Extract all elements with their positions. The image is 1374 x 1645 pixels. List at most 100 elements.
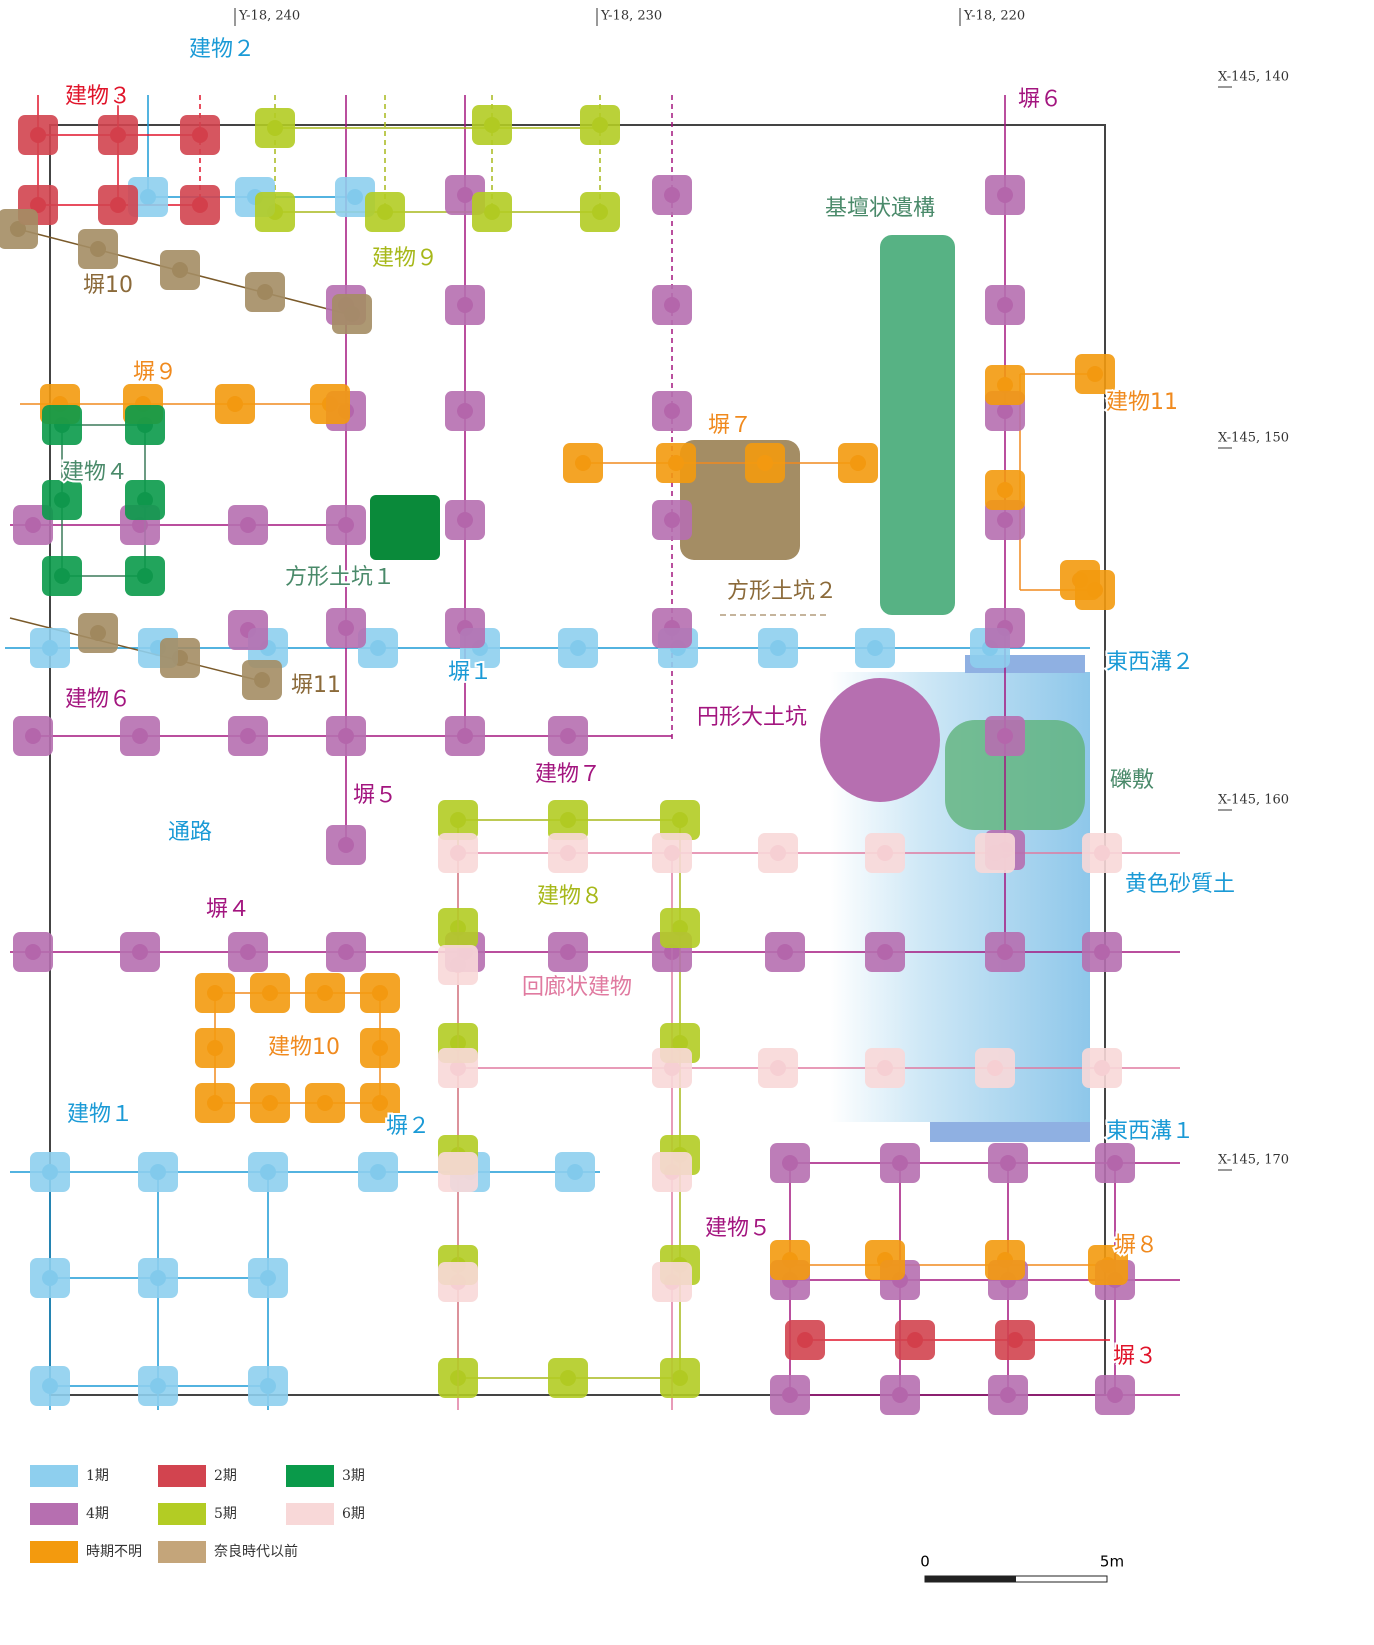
feature-label: 塀５	[353, 783, 397, 808]
legend-swatch	[158, 1541, 206, 1563]
pit	[438, 1262, 478, 1302]
pit	[770, 1143, 810, 1183]
pit	[652, 1262, 692, 1302]
feature-label: 塀10	[83, 273, 133, 298]
pit	[445, 500, 485, 540]
pit	[652, 285, 692, 325]
grid-label: X-145, 150	[1218, 431, 1289, 446]
pit	[548, 833, 588, 873]
pit	[652, 1048, 692, 1088]
pit	[855, 628, 895, 668]
pit	[758, 628, 798, 668]
pit	[988, 1375, 1028, 1415]
pit	[563, 443, 603, 483]
feature-label: 塀１	[448, 660, 492, 685]
legend-label: 時期不明	[86, 1544, 142, 1560]
site-map: Y-18, 240Y-18, 230Y-18, 220X-145, 140X-1…	[0, 0, 1374, 1641]
pit	[652, 833, 692, 873]
pit	[1060, 560, 1100, 600]
pit	[305, 973, 345, 1013]
pit	[160, 638, 200, 678]
pit	[18, 115, 58, 155]
pit	[438, 1358, 478, 1398]
pit	[438, 1048, 478, 1088]
legend-swatch	[30, 1541, 78, 1563]
pit	[30, 1258, 70, 1298]
pit	[985, 470, 1025, 510]
pit	[326, 932, 366, 972]
pit	[438, 1152, 478, 1192]
pit	[1095, 1143, 1135, 1183]
pit	[548, 932, 588, 972]
legend-swatch	[30, 1465, 78, 1487]
pit	[248, 1152, 288, 1192]
grid-label: Y-18, 240	[238, 9, 300, 24]
pit	[125, 405, 165, 445]
feature-label: 黄色砂質土	[1125, 872, 1235, 897]
pit	[13, 932, 53, 972]
pit	[242, 660, 282, 700]
legend-swatch	[30, 1503, 78, 1525]
feature-label: 方形土坑２	[727, 579, 837, 604]
pit	[180, 185, 220, 225]
feature-label: 塀３	[1113, 1344, 1157, 1369]
grid-label: X-145, 140	[1218, 70, 1289, 85]
pit	[660, 908, 700, 948]
legend-label: 4期	[86, 1506, 109, 1522]
pit	[78, 613, 118, 653]
pit	[652, 608, 692, 648]
pit	[30, 1152, 70, 1192]
pit	[248, 1366, 288, 1406]
feature-label: 塀９	[133, 360, 177, 385]
pit	[365, 192, 405, 232]
feature-label: 建物１	[67, 1102, 133, 1127]
pit	[250, 973, 290, 1013]
pit	[838, 443, 878, 483]
pit	[1082, 932, 1122, 972]
pit	[326, 825, 366, 865]
pit	[985, 285, 1025, 325]
pit	[656, 443, 696, 483]
feature-label: 回廊状建物	[522, 975, 632, 1000]
pit	[445, 285, 485, 325]
round-pit	[820, 678, 940, 802]
pit	[326, 608, 366, 648]
pit	[438, 945, 478, 985]
pit	[652, 391, 692, 431]
pit	[652, 175, 692, 215]
pit	[160, 250, 200, 290]
pit	[985, 175, 1025, 215]
pit	[975, 1048, 1015, 1088]
pit	[1095, 1375, 1135, 1415]
feature-label: 円形大土坑	[697, 705, 807, 730]
feature-label: 礫敷	[1110, 768, 1154, 793]
feature-label: 建物11	[1106, 390, 1178, 415]
feature-label: 塀７	[708, 413, 752, 438]
pit	[548, 716, 588, 756]
pit	[250, 1083, 290, 1123]
legend-swatch	[158, 1503, 206, 1525]
feature-label: 方形土坑１	[285, 565, 395, 590]
scale-start: 0	[920, 1553, 930, 1571]
pit	[985, 716, 1025, 756]
pit	[555, 1152, 595, 1192]
scale-bar-half	[925, 1576, 1016, 1582]
legend-label: 奈良時代以前	[214, 1543, 298, 1560]
pit	[195, 1083, 235, 1123]
pit	[758, 1048, 798, 1088]
pit	[1075, 354, 1115, 394]
pit	[42, 405, 82, 445]
pit	[472, 105, 512, 145]
feature-label: 塀２	[386, 1114, 430, 1139]
pit	[865, 1240, 905, 1280]
legend-label: 6期	[342, 1506, 365, 1522]
feature-label: 建物９	[372, 246, 438, 271]
feature-label: 基壇状遺構	[825, 196, 935, 221]
feature-label: 建物７	[535, 762, 601, 787]
pit	[472, 192, 512, 232]
pit	[98, 115, 138, 155]
pit	[310, 384, 350, 424]
pit	[360, 1028, 400, 1068]
pit	[548, 1358, 588, 1398]
pit	[438, 908, 478, 948]
